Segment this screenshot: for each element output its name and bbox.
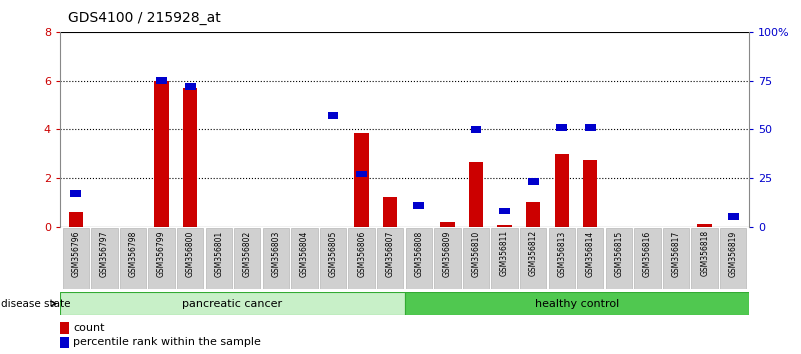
- Bar: [60, 337, 69, 348]
- Bar: [526, 202, 541, 227]
- FancyBboxPatch shape: [463, 228, 489, 289]
- FancyBboxPatch shape: [62, 228, 89, 289]
- FancyBboxPatch shape: [491, 228, 517, 289]
- Text: GSM356803: GSM356803: [272, 230, 280, 277]
- FancyBboxPatch shape: [405, 228, 432, 289]
- FancyBboxPatch shape: [348, 228, 375, 289]
- FancyBboxPatch shape: [177, 228, 203, 289]
- Text: GSM356805: GSM356805: [328, 230, 337, 277]
- Bar: [528, 178, 538, 185]
- Bar: [499, 207, 510, 215]
- Bar: [156, 77, 167, 84]
- Bar: [383, 198, 397, 227]
- FancyBboxPatch shape: [405, 292, 749, 315]
- Bar: [469, 162, 483, 227]
- Text: GSM356809: GSM356809: [443, 230, 452, 277]
- Bar: [355, 133, 368, 227]
- Text: GSM356815: GSM356815: [614, 230, 623, 276]
- Text: GSM356807: GSM356807: [386, 230, 395, 277]
- Bar: [60, 322, 69, 334]
- FancyBboxPatch shape: [578, 228, 603, 289]
- Text: GSM356810: GSM356810: [472, 230, 481, 276]
- FancyBboxPatch shape: [720, 228, 747, 289]
- FancyBboxPatch shape: [234, 228, 260, 289]
- Bar: [69, 212, 83, 227]
- Bar: [554, 154, 569, 227]
- Text: GSM356802: GSM356802: [243, 230, 252, 276]
- Text: GSM356798: GSM356798: [128, 230, 138, 277]
- Bar: [155, 81, 169, 227]
- Text: GSM356800: GSM356800: [186, 230, 195, 277]
- FancyBboxPatch shape: [520, 228, 546, 289]
- Bar: [698, 224, 712, 227]
- Bar: [728, 213, 739, 220]
- Bar: [183, 88, 197, 227]
- Bar: [413, 202, 425, 209]
- Text: percentile rank within the sample: percentile rank within the sample: [73, 337, 261, 347]
- Text: GSM356812: GSM356812: [529, 230, 537, 276]
- FancyBboxPatch shape: [120, 228, 146, 289]
- Text: GSM356808: GSM356808: [414, 230, 423, 276]
- Bar: [585, 124, 596, 131]
- Bar: [70, 190, 81, 197]
- FancyBboxPatch shape: [320, 228, 346, 289]
- Text: GSM356814: GSM356814: [586, 230, 595, 276]
- Text: GSM356819: GSM356819: [729, 230, 738, 276]
- FancyBboxPatch shape: [663, 228, 689, 289]
- FancyBboxPatch shape: [91, 228, 118, 289]
- Text: GSM356801: GSM356801: [214, 230, 223, 276]
- FancyBboxPatch shape: [691, 228, 718, 289]
- Text: GSM356816: GSM356816: [643, 230, 652, 276]
- Text: GSM356799: GSM356799: [157, 230, 166, 277]
- FancyBboxPatch shape: [634, 228, 661, 289]
- FancyBboxPatch shape: [60, 292, 405, 315]
- Text: GSM356813: GSM356813: [557, 230, 566, 276]
- Bar: [356, 171, 367, 177]
- Text: healthy control: healthy control: [534, 298, 619, 309]
- Text: GDS4100 / 215928_at: GDS4100 / 215928_at: [68, 11, 221, 25]
- FancyBboxPatch shape: [606, 228, 632, 289]
- Text: GSM356811: GSM356811: [500, 230, 509, 276]
- Bar: [556, 124, 567, 131]
- FancyBboxPatch shape: [263, 228, 289, 289]
- Bar: [470, 126, 481, 133]
- Bar: [328, 112, 339, 119]
- Text: GSM356818: GSM356818: [700, 230, 709, 276]
- Text: GSM356804: GSM356804: [300, 230, 309, 277]
- Text: GSM356806: GSM356806: [357, 230, 366, 277]
- Text: GSM356817: GSM356817: [671, 230, 681, 276]
- Text: GSM356796: GSM356796: [71, 230, 80, 277]
- FancyBboxPatch shape: [292, 228, 318, 289]
- FancyBboxPatch shape: [148, 228, 175, 289]
- Bar: [441, 222, 454, 227]
- Text: disease state: disease state: [1, 298, 70, 309]
- Bar: [583, 160, 598, 227]
- FancyBboxPatch shape: [377, 228, 404, 289]
- Bar: [497, 225, 512, 227]
- FancyBboxPatch shape: [434, 228, 461, 289]
- Text: GSM356797: GSM356797: [100, 230, 109, 277]
- Text: count: count: [73, 323, 104, 333]
- FancyBboxPatch shape: [549, 228, 575, 289]
- Bar: [185, 83, 195, 90]
- Text: pancreatic cancer: pancreatic cancer: [182, 298, 282, 309]
- FancyBboxPatch shape: [206, 228, 231, 289]
